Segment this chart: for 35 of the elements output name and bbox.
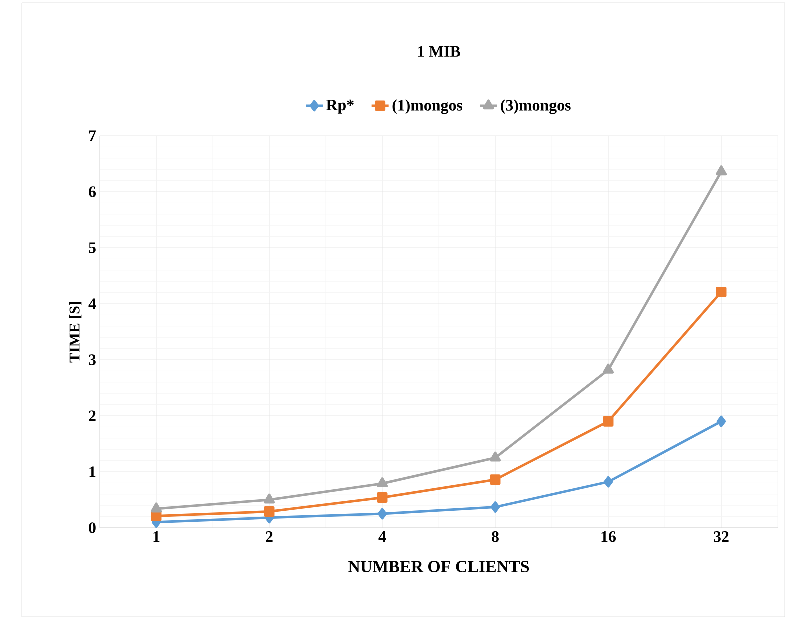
y-tick-label: 0 — [89, 522, 96, 534]
x-tick-label: 8 — [492, 532, 499, 542]
y-tick-label: 4 — [88, 298, 96, 310]
point — [604, 476, 614, 488]
point — [377, 492, 388, 503]
y-tick-label: 6 — [89, 186, 96, 198]
point — [716, 416, 726, 428]
point — [264, 506, 275, 517]
point — [378, 508, 388, 520]
y-tick-label: 2 — [89, 410, 96, 422]
point — [264, 494, 276, 504]
x-tick-label: 32 — [714, 532, 729, 542]
point — [376, 478, 388, 488]
x-tick-label: 2 — [266, 532, 273, 542]
legend-label: (1)mongos — [392, 100, 463, 114]
point — [490, 452, 502, 462]
y-tick-label: 1 — [90, 466, 96, 478]
point — [716, 287, 727, 298]
x-tick-label: 4 — [378, 532, 386, 542]
legend-label: (3)mongos — [501, 100, 571, 114]
point — [602, 364, 614, 374]
legend-label: Rp* — [326, 100, 354, 114]
y-tick-label: 5 — [89, 242, 96, 254]
point — [150, 502, 162, 513]
point — [490, 474, 501, 486]
y-tick-label: 3 — [89, 354, 96, 366]
y-tick-label: 7 — [89, 130, 96, 142]
y-axis-title: TIME [S] — [69, 302, 82, 363]
x-axis-title: NUMBER OF CLIENTS — [348, 561, 530, 573]
point — [716, 166, 728, 176]
chart-title: 1 MIB — [418, 46, 460, 57]
point — [603, 416, 614, 427]
point — [490, 502, 500, 514]
x-tick-label: 1 — [154, 532, 160, 542]
x-tick-label: 16 — [602, 532, 616, 542]
